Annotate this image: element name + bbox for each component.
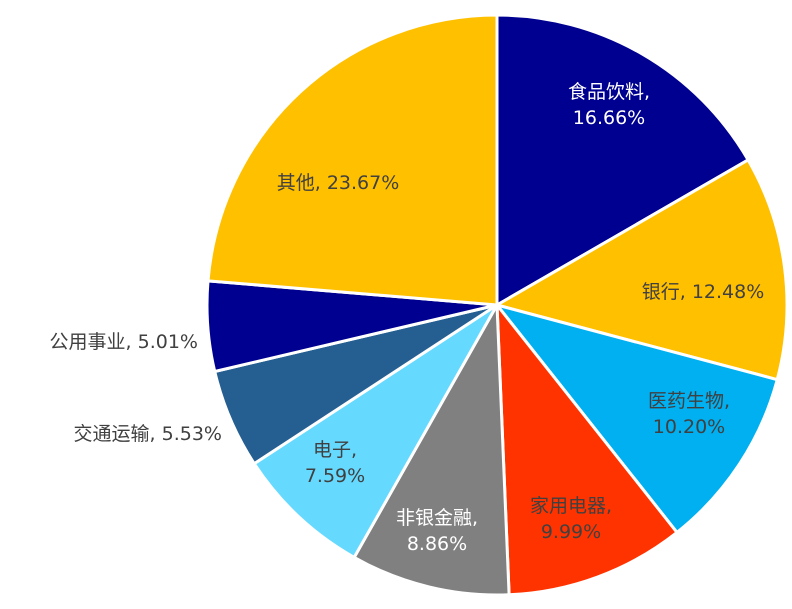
pie-label-slice-6: 电子, 7.59% (305, 439, 365, 487)
pie-label-line: 10.20% (653, 416, 725, 438)
pie-label-line: 非银金融, (396, 507, 478, 529)
pie-label-slice-9: 其他, 23.67% (277, 172, 400, 194)
pie-label-line: 8.86% (407, 533, 467, 555)
pie-slice-9 (206, 13, 499, 307)
pie-label-slice-8: 公用事业, 5.01% (50, 331, 198, 353)
pie-label-slice-1: 食品饮料, 16.66% (568, 81, 650, 129)
pie-label-slice-2: 银行, 12.48% (642, 281, 765, 303)
pie-label-line: 家用电器, (530, 495, 612, 517)
pie-label-slice-4: 家用电器, 9.99% (530, 495, 612, 543)
pie-label-line: 交通运输, 5.53% (74, 423, 222, 445)
pie-label-line: 其他, 23.67% (277, 172, 400, 194)
pie-label-line: 16.66% (573, 107, 645, 129)
pie-slice-3 (495, 303, 779, 534)
pie-slice-5 (352, 303, 511, 597)
pie-label-line: 公用事业, 5.01% (50, 331, 198, 353)
pie-label-line: 银行, 12.48% (642, 281, 765, 303)
pie-slices (205, 13, 789, 597)
pie-label-line: 医药生物, (648, 390, 730, 412)
pie-label-line: 7.59% (305, 465, 365, 487)
pie-slice-6 (252, 303, 499, 559)
pie-label-slice-7: 交通运输, 5.53% (74, 423, 222, 445)
pie-label-line: 电子, (313, 439, 357, 461)
pie-slice-4 (495, 303, 679, 597)
pie-label-slice-5: 非银金融, 8.86% (396, 507, 478, 555)
pie-labels: 食品饮料, 16.66% 银行, 12.48% 医药生物, 10.20% 家用电器, 9.9… (50, 81, 765, 555)
pie-label-line: 9.99% (541, 521, 601, 543)
pie-label-slice-3: 医药生物, 10.20% (648, 390, 730, 438)
pie-slice-1 (495, 13, 750, 307)
pie-label-line: 食品饮料, (568, 81, 650, 103)
pie-slice-2 (495, 158, 789, 382)
